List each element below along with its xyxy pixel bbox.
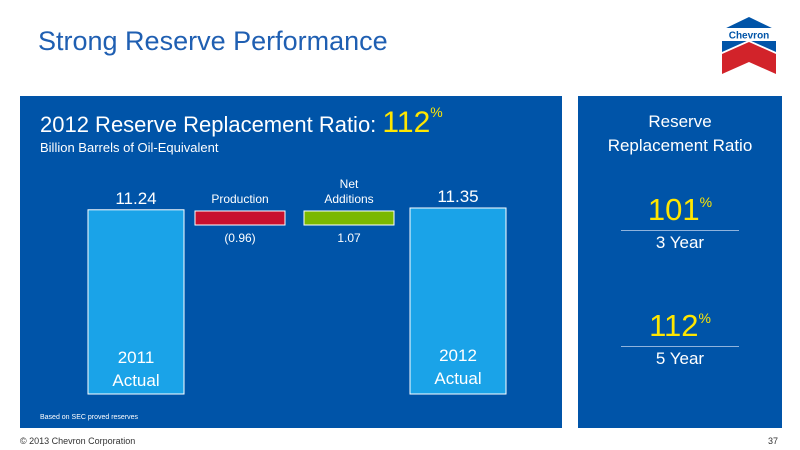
main-panel: 2012 Reserve Replacement Ratio: 112% Bil… bbox=[20, 96, 562, 428]
bar-value-label: (0.96) bbox=[224, 231, 255, 245]
bar-value-label: 1.07 bbox=[337, 231, 361, 245]
bar-category-label: Production bbox=[211, 192, 268, 206]
bar-category-label: Net bbox=[340, 177, 359, 191]
side-panel-title: Reserve Replacement Ratio bbox=[578, 110, 782, 158]
bar-category-label: 2012 bbox=[439, 346, 477, 365]
stat-5-year: 112% 5 Year bbox=[578, 308, 782, 369]
bar-3 bbox=[409, 207, 507, 395]
stat-divider bbox=[621, 230, 739, 231]
stat-label: 3 Year bbox=[655, 233, 705, 252]
stat-unit: % bbox=[698, 310, 711, 326]
bar-category-label: Actual bbox=[112, 371, 159, 390]
stat-number: 112 bbox=[649, 308, 699, 343]
side-title-line2: Replacement Ratio bbox=[607, 136, 753, 155]
stat-unit: % bbox=[699, 194, 713, 210]
bar-category-label: Actual bbox=[434, 369, 481, 388]
bar-value-label: 11.24 bbox=[115, 189, 156, 208]
side-panel: Reserve Replacement Ratio 101% 3 Year 11… bbox=[578, 96, 782, 428]
footnote: Based on SEC proved reserves bbox=[40, 414, 139, 421]
stat-divider bbox=[621, 346, 739, 347]
side-title-line1: Reserve bbox=[648, 112, 712, 131]
bar-category-label: 2011 bbox=[118, 348, 155, 367]
copyright: © 2013 Chevron Corporation bbox=[20, 436, 136, 446]
panel-title: 2012 Reserve Replacement Ratio: 112% bbox=[40, 104, 443, 140]
panel-title-value: 112 bbox=[382, 106, 431, 139]
page-number: 37 bbox=[768, 436, 779, 446]
chevron-logo-icon: Chevron bbox=[720, 17, 778, 74]
stat-number: 101 bbox=[647, 192, 700, 227]
panel-title-prefix: 2012 Reserve Replacement Ratio: bbox=[40, 112, 383, 137]
bar-0 bbox=[87, 209, 185, 395]
bar-2 bbox=[303, 210, 395, 226]
panel-subtitle: Billion Barrels of Oil-Equivalent bbox=[40, 140, 219, 155]
panel-title-unit: % bbox=[430, 104, 443, 120]
logo-text: Chevron bbox=[729, 31, 770, 42]
bar-category-label: Additions bbox=[324, 192, 373, 206]
bar-1 bbox=[194, 210, 286, 226]
stat-value: 101% bbox=[578, 192, 782, 228]
waterfall-chart: 11.24 2011 Actual (0.96) Production 1.07 NetAd… bbox=[87, 177, 507, 395]
stat-value: 112% bbox=[578, 308, 782, 344]
bar-value-label: 11.35 bbox=[437, 187, 478, 206]
stat-label: 5 Year bbox=[655, 349, 705, 368]
stat-3-year: 101% 3 Year bbox=[578, 192, 782, 253]
slide-title: Strong Reserve Performance bbox=[38, 26, 388, 56]
